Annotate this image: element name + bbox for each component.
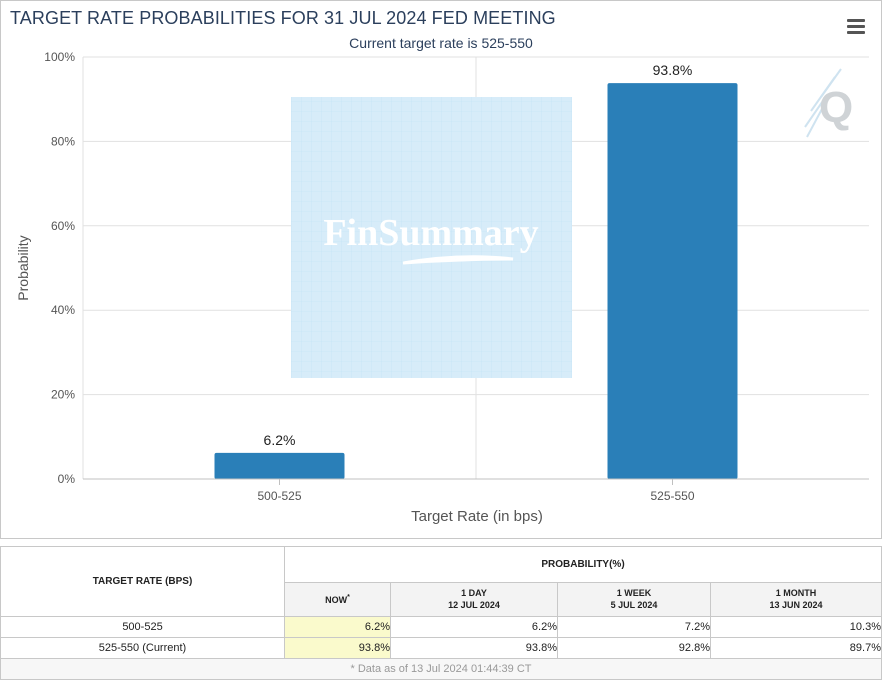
row-rate: 500-525 xyxy=(0,616,285,638)
probability-header: PROBABILITY(%) xyxy=(284,546,882,583)
probability-table-section: TARGET RATE (BPS) PROBABILITY(%) NOW* 1 … xyxy=(0,546,882,681)
col-1-week: 1 WEEK 5 JUL 2024 xyxy=(557,581,711,617)
table-row: 525-550 (Current) 93.8% 93.8% 92.8% 89.7… xyxy=(0,637,882,659)
bar-525-550[interactable] xyxy=(607,83,738,479)
cell-1-week: 92.8% xyxy=(557,637,711,659)
hamburger-menu-icon[interactable] xyxy=(847,19,865,35)
x-tick-label: 525-550 xyxy=(650,489,694,503)
y-axis-label: Probability xyxy=(15,235,31,300)
y-tick-label: 80% xyxy=(51,134,75,148)
x-tick-label: 500-525 xyxy=(257,489,301,503)
cell-1-week: 7.2% xyxy=(557,616,711,638)
y-tick-label: 0% xyxy=(58,472,76,486)
bar-data-label: 6.2% xyxy=(264,432,296,448)
cell-1-day: 6.2% xyxy=(390,616,558,638)
now-asterisk: * xyxy=(347,594,350,602)
table-row: 500-525 6.2% 6.2% 7.2% 10.3% xyxy=(0,616,882,638)
chart-panel: TARGET RATE PROBABILITIES FOR 31 JUL 202… xyxy=(0,0,882,539)
col-1-month: 1 MONTH 13 JUN 2024 xyxy=(710,581,882,617)
q-logo-icon: Q xyxy=(804,68,853,138)
watermark-text: FinSummary xyxy=(323,212,538,254)
row-rate: 525-550 (Current) xyxy=(0,637,285,659)
cell-1-month: 10.3% xyxy=(710,616,882,638)
y-tick-label: 20% xyxy=(51,388,75,402)
cell-1-day: 93.8% xyxy=(390,637,558,659)
watermark-finsummary: FinSummary xyxy=(291,97,572,378)
y-tick-label: 100% xyxy=(44,50,75,64)
cell-now: 6.2% xyxy=(284,616,391,638)
data-timestamp-footnote: * Data as of 13 Jul 2024 01:44:39 CT xyxy=(0,658,882,680)
cell-1-month: 89.7% xyxy=(710,637,882,659)
bar-chart: FinSummary 6.2% 93.8% 0% 20% 40% 60% 80% 100% 5… xyxy=(15,50,869,525)
q-logo-letter: Q xyxy=(819,83,853,132)
target-rate-header: TARGET RATE (BPS) xyxy=(0,546,285,617)
col-1-day: 1 DAY 12 JUL 2024 xyxy=(390,581,558,617)
y-tick-label: 40% xyxy=(51,303,75,317)
probability-table: TARGET RATE (BPS) PROBABILITY(%) NOW* 1 … xyxy=(0,546,882,680)
chart-subtitle: Current target rate is 525-550 xyxy=(349,35,533,51)
bar-data-label: 93.8% xyxy=(653,62,693,78)
y-tick-label: 60% xyxy=(51,219,75,233)
cell-now: 93.8% xyxy=(284,637,391,659)
col-now: NOW* xyxy=(284,581,391,617)
chart-title: TARGET RATE PROBABILITIES FOR 31 JUL 202… xyxy=(10,8,556,28)
bar-500-525[interactable] xyxy=(214,452,345,479)
x-axis-label: Target Rate (in bps) xyxy=(411,508,543,525)
